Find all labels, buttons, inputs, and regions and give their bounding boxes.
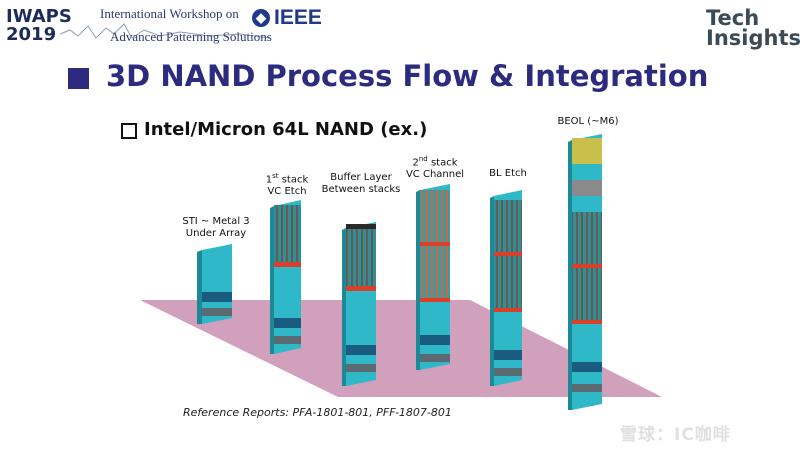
techinsights-logo: Tech Insights [706,6,800,50]
workshop-line-2: Advanced Patterning Solutions [110,29,272,44]
step-label-beol: BEOL (~M6) [557,116,619,127]
logo-line-2: Insights [706,26,800,50]
slide-subtitle: Intel/Micron 64L NAND (ex.) [144,119,428,140]
step-label-sti: STI ~ Metal 3 Under Array [182,216,250,239]
slide-title: 3D NAND Process Flow & Integration [106,59,709,93]
watermark-text: 雪球：IC咖啡 [620,425,731,445]
ieee-text: IEEE [274,6,322,29]
logo-line-1: Tech [706,6,760,30]
column-beol [568,134,602,410]
workshop-line-1: International Workshop on [100,6,239,21]
column-2nd-stack-vc-channel [416,184,450,370]
workshop-title: International Workshop on Advanced Patte… [100,6,272,44]
step-label-2nd-stack: 2nd stack VC Channel [405,155,465,181]
wave-line-decoration [60,23,271,39]
reference-reports: Reference Reports: PFA-1801-801, PFF-180… [183,406,452,419]
step-label-1st-stack: 1st stack VC Etch [265,172,309,198]
column-1st-stack-vc-etch [270,200,301,354]
column-sti-metal3 [197,244,232,324]
conference-year: 2019 [6,24,57,45]
step-label-buffer: Buffer Layer Between stacks [321,172,401,195]
subtitle-checkbox-bullet [121,123,137,139]
conference-logo: IWAPS 2019 [6,8,72,44]
ieee-emblem-icon: ◆ [252,9,270,27]
column-buffer-layer [342,222,376,386]
ieee-logo: ◆ IEEE [252,6,322,30]
title-bullet-square [68,68,89,89]
column-bl-etch [490,190,522,386]
conference-name: IWAPS [6,6,72,27]
step-label-bl-etch: BL Etch [489,168,527,179]
